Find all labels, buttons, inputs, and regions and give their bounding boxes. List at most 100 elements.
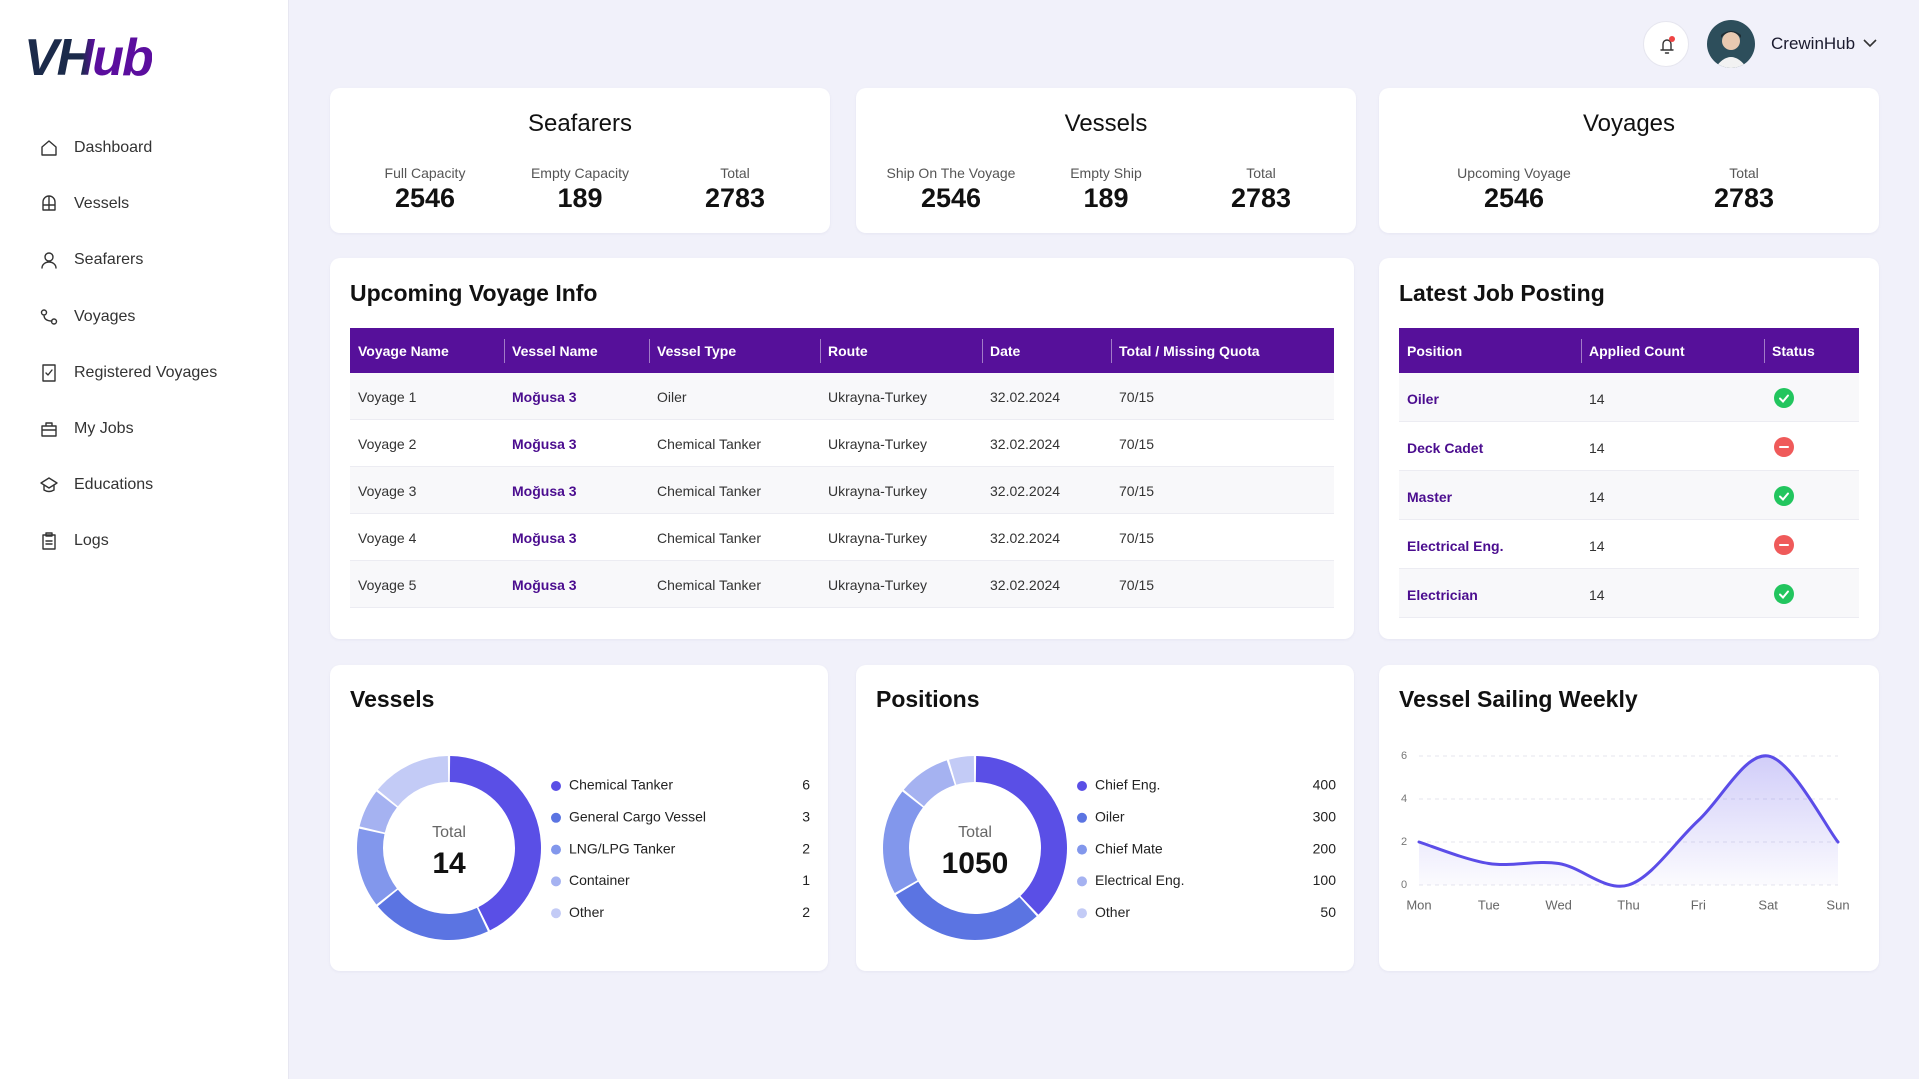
- stat-label: Total: [1729, 165, 1759, 181]
- table-cell: Chemical Tanker: [657, 530, 762, 546]
- sidebar: [0, 0, 289, 1079]
- table-cell: Voyage 3: [358, 483, 417, 499]
- logo[interactable]: VHub: [24, 29, 154, 87]
- nav-icon-shape: [42, 532, 56, 551]
- nav-icon-shape: [40, 308, 58, 325]
- stat-title: Vessels: [1064, 110, 1148, 137]
- header-divider: [1764, 339, 1765, 363]
- job-position[interactable]: Electrical Eng.: [1407, 538, 1504, 554]
- vessel-link[interactable]: Moğusa 3: [512, 389, 577, 405]
- table-cell: 32.02.2024: [990, 389, 1061, 405]
- stat-label: Empty Ship: [1070, 165, 1142, 181]
- header-divider: [649, 339, 650, 363]
- check: [1779, 492, 1789, 501]
- column-header: Voyage Name: [358, 343, 449, 359]
- check: [1779, 590, 1789, 599]
- stat-label: Total: [1246, 165, 1276, 181]
- nav-item[interactable]: Logs: [36, 525, 266, 557]
- stat-value: 2783: [704, 183, 766, 213]
- nav-item[interactable]: Vessels: [36, 188, 266, 220]
- stat-value: 2546: [1483, 183, 1545, 213]
- job-position[interactable]: Oiler: [1407, 391, 1439, 407]
- table-cell: Ukrayna-Turkey: [828, 436, 928, 452]
- table-cell: Oiler: [657, 389, 687, 405]
- nav-icon: [41, 140, 57, 156]
- nav-item[interactable]: Dashboard: [36, 132, 266, 164]
- stat-label: Ship On The Voyage: [886, 165, 1016, 181]
- stat-value: 189: [557, 183, 603, 213]
- stat-value: 189: [1083, 183, 1129, 213]
- vessel-link[interactable]: Moğusa 3: [512, 483, 577, 499]
- column-header: Date: [990, 343, 1021, 359]
- applied-count: 14: [1589, 440, 1605, 456]
- stat-value: 2783: [1230, 183, 1292, 213]
- status-icon: [1774, 388, 1794, 408]
- nav-icon: [40, 308, 58, 325]
- column-header: Vessel Name: [512, 343, 598, 359]
- user-menu[interactable]: CrewinHub: [1771, 34, 1856, 53]
- header-divider: [504, 339, 505, 363]
- table-cell: 32.02.2024: [990, 483, 1061, 499]
- job-position[interactable]: Deck Cadet: [1407, 440, 1484, 456]
- column-header: Route: [828, 343, 868, 359]
- chevron-icon: [1863, 39, 1877, 48]
- nav-icon-shape: [41, 252, 57, 270]
- table-cell: Ukrayna-Turkey: [828, 577, 928, 593]
- check: [1779, 394, 1789, 403]
- nav-item[interactable]: Seafarers: [36, 244, 266, 276]
- table-cell: Chemical Tanker: [657, 436, 762, 452]
- stat-value: 2546: [920, 183, 982, 213]
- table-cell: Chemical Tanker: [657, 483, 762, 499]
- table-cell: 70/15: [1119, 436, 1155, 452]
- status-icon: [1774, 535, 1794, 555]
- applied-count: 14: [1589, 587, 1605, 603]
- chevron[interactable]: [1862, 36, 1878, 48]
- nav-icon: [42, 364, 56, 382]
- status-icon: [1774, 584, 1794, 604]
- notification-button[interactable]: [1643, 21, 1689, 67]
- stat-value: 2783: [1713, 183, 1775, 213]
- table-cell: Ukrayna-Turkey: [828, 530, 928, 546]
- vessel-link[interactable]: Moğusa 3: [512, 530, 577, 546]
- nav-icon: [41, 422, 57, 437]
- table-cell: 70/15: [1119, 577, 1155, 593]
- column-header: Total / Missing Quota: [1119, 343, 1260, 359]
- nav-item[interactable]: Registered Voyages: [36, 357, 266, 389]
- stat-title: Voyages: [1582, 110, 1676, 137]
- nav-item[interactable]: My Jobs: [36, 413, 266, 445]
- vessel-link[interactable]: Moğusa 3: [512, 436, 577, 452]
- job-position[interactable]: Master: [1407, 489, 1453, 505]
- table-cell: 70/15: [1119, 530, 1155, 546]
- nav-label: My Jobs: [74, 420, 134, 437]
- stat-card: [856, 88, 1356, 233]
- column-header: Applied Count: [1589, 343, 1685, 359]
- applied-count: 14: [1589, 538, 1605, 554]
- table-cell: Voyage 5: [358, 577, 417, 593]
- stat-label: Upcoming Voyage: [1457, 165, 1571, 181]
- nav-item[interactable]: Voyages: [36, 301, 266, 333]
- stat-value: 2546: [394, 183, 456, 213]
- table-cell: Ukrayna-Turkey: [828, 389, 928, 405]
- nav-icon: [41, 252, 57, 270]
- nav-label: Seafarers: [74, 251, 144, 269]
- nav-icon-shape: [40, 477, 58, 493]
- nav-item[interactable]: Educations: [36, 469, 266, 501]
- table-cell: Chemical Tanker: [657, 577, 762, 593]
- table-row: [350, 467, 1334, 514]
- nav-icon: [40, 477, 58, 493]
- status-icon: [1774, 437, 1794, 457]
- avatar[interactable]: [1707, 20, 1755, 68]
- card-title: Latest Job Posting: [1399, 280, 1605, 306]
- table-row: [350, 420, 1334, 467]
- job-position[interactable]: Electrician: [1407, 587, 1478, 603]
- table-cell: Voyage 4: [358, 530, 417, 546]
- table-cell: 32.02.2024: [990, 577, 1061, 593]
- card-title: Vessel Sailing Weekly: [1399, 686, 1638, 712]
- table-header: [1399, 328, 1859, 373]
- table-cell: 32.02.2024: [990, 530, 1061, 546]
- table-cell: 70/15: [1119, 483, 1155, 499]
- avatar-image: [1715, 31, 1747, 68]
- vessel-link[interactable]: Moğusa 3: [512, 577, 577, 593]
- table-cell: Voyage 1: [358, 389, 417, 405]
